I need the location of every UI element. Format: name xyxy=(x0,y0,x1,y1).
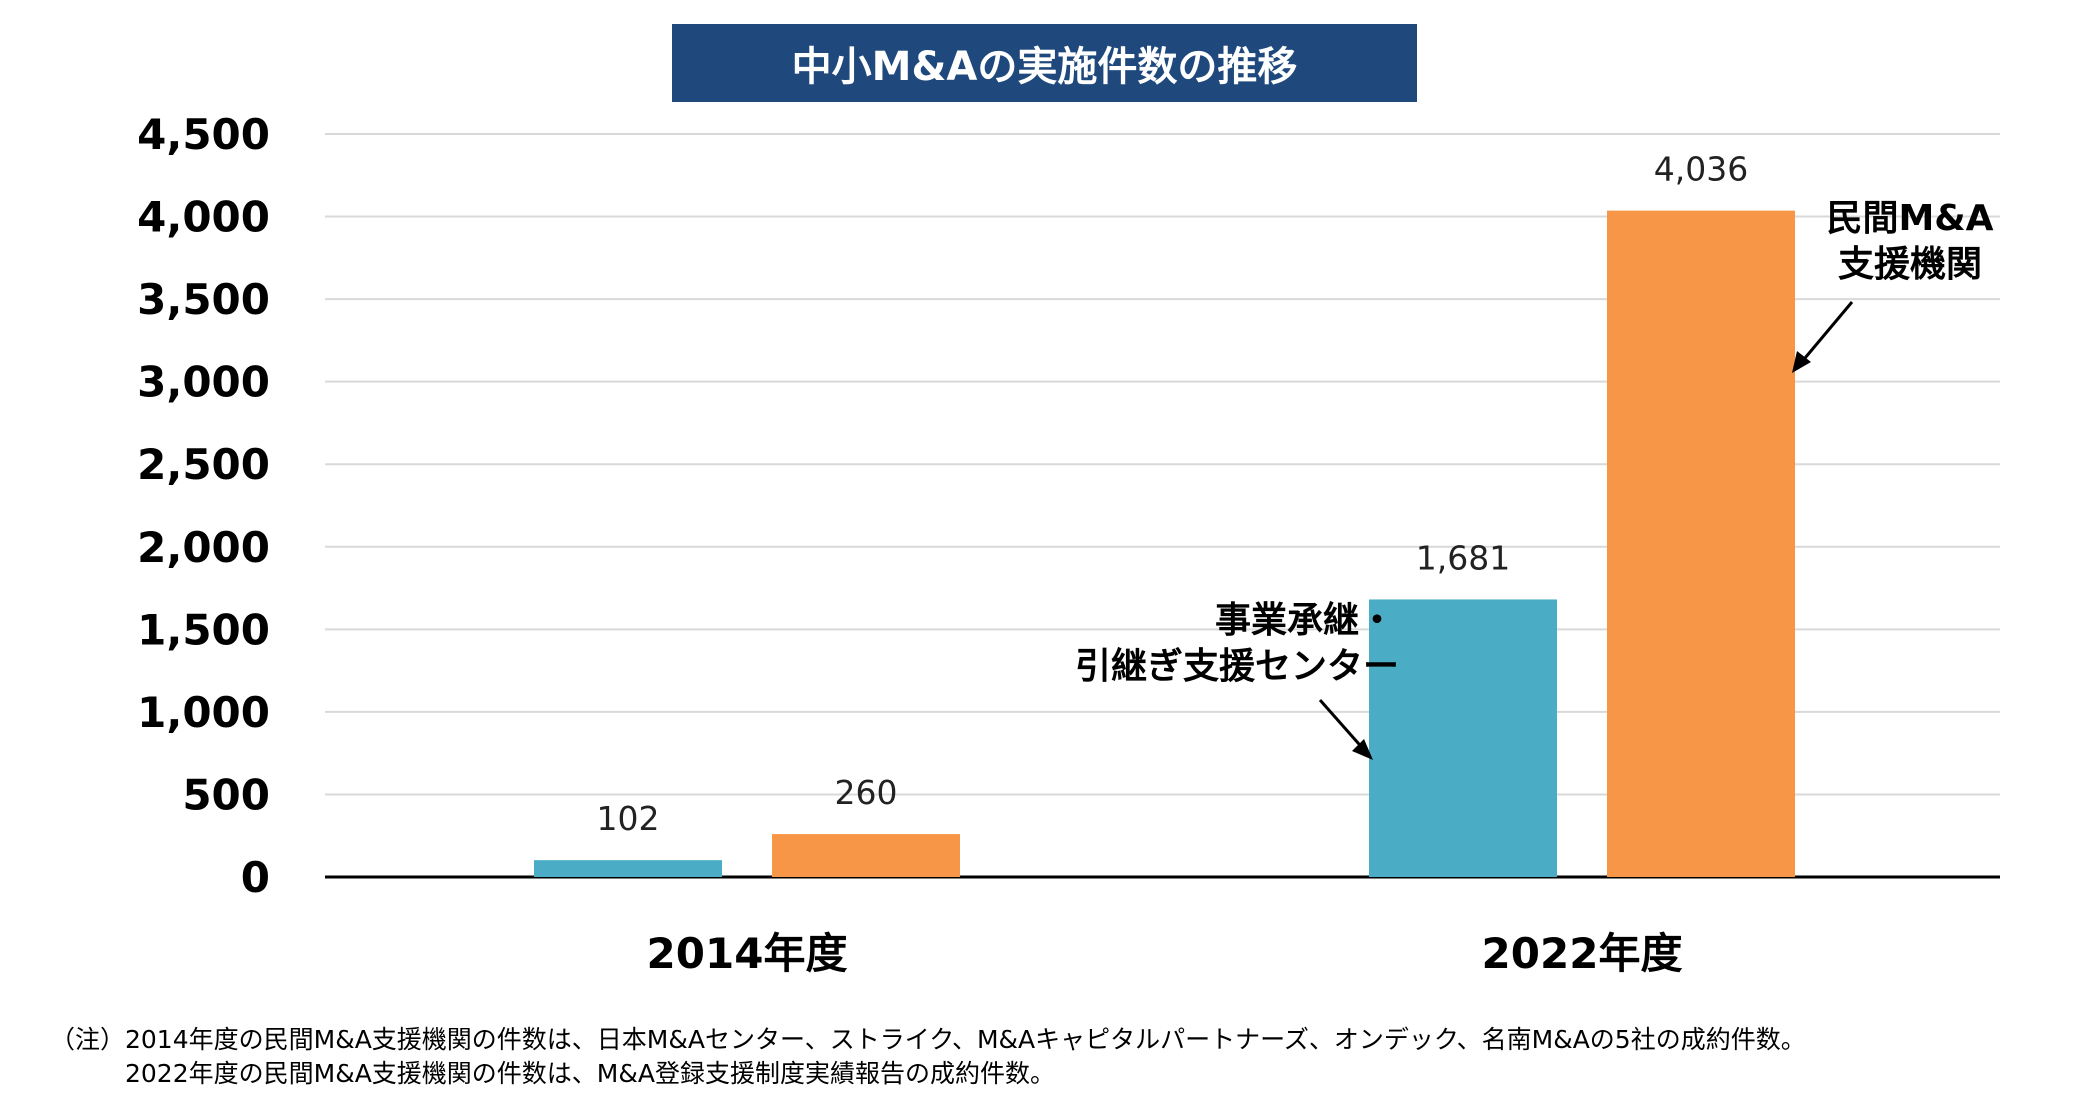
private-arrow-head xyxy=(1792,351,1811,373)
bar xyxy=(534,860,722,877)
data-label: 102 xyxy=(597,799,660,838)
x-tick-label: 2014年度 xyxy=(647,929,848,978)
data-labels: 102 260 1,681 4,036 xyxy=(597,150,1749,839)
bar-chart: 0 500 1,000 1,500 2,000 2,500 3,000 3,500 4,000 4… xyxy=(137,110,2000,978)
y-tick-label: 1,500 xyxy=(137,605,270,654)
data-label: 260 xyxy=(835,773,898,812)
bar xyxy=(1369,599,1557,877)
x-tick-label: 2022年度 xyxy=(1482,929,1683,978)
center-annotation-line1: 事業承継・ xyxy=(1214,600,1395,641)
y-axis-ticks: 0 500 1,000 1,500 2,000 2,500 3,000 3,500 4,000 4… xyxy=(137,110,270,902)
y-tick-label: 3,500 xyxy=(137,275,270,324)
y-tick-label: 500 xyxy=(182,770,270,819)
y-tick-label: 2,000 xyxy=(137,523,270,572)
y-tick-label: 1,000 xyxy=(137,688,270,737)
center-arrow-line xyxy=(1318,699,1368,753)
bar xyxy=(772,834,960,877)
private-annotation-line1: 民間M&A xyxy=(1826,198,1994,239)
y-tick-label: 4,000 xyxy=(137,193,270,242)
private-annotation-line2: 支援機関 xyxy=(1837,244,1982,285)
private-series-annotation: 民間M&A 支援機関 xyxy=(1800,196,2020,288)
y-tick-label: 2,500 xyxy=(137,440,270,489)
private-arrow-line xyxy=(1798,301,1854,365)
annotation-arrows xyxy=(1318,301,1854,760)
y-tick-label: 0 xyxy=(241,853,270,902)
center-arrow-head xyxy=(1352,739,1373,760)
footnote-line1: （注）2014年度の民間M&A支援機関の件数は、日本M&Aセンター、ストライク、… xyxy=(50,1025,1806,1054)
y-tick-label: 4,500 xyxy=(137,110,270,159)
y-tick-label: 3,000 xyxy=(137,358,270,407)
data-label: 4,036 xyxy=(1654,150,1748,189)
chart-title: 中小M&Aの実施件数の推移 xyxy=(672,24,1417,102)
footnote: （注）2014年度の民間M&A支援機関の件数は、日本M&Aセンター、ストライク、… xyxy=(50,1023,1806,1091)
center-series-annotation: 事業承継・ 引継ぎ支援センター xyxy=(1075,598,1400,690)
center-annotation-line2: 引継ぎ支援センター xyxy=(1075,646,1400,687)
data-label: 1,681 xyxy=(1416,538,1510,577)
bars xyxy=(534,210,1795,877)
bar xyxy=(1607,210,1795,877)
x-axis-labels: 2014年度 2022年度 xyxy=(647,929,1683,978)
footnote-line2: 2022年度の民間M&A支援機関の件数は、M&A登録支援制度実績報告の成約件数。 xyxy=(125,1059,1055,1088)
